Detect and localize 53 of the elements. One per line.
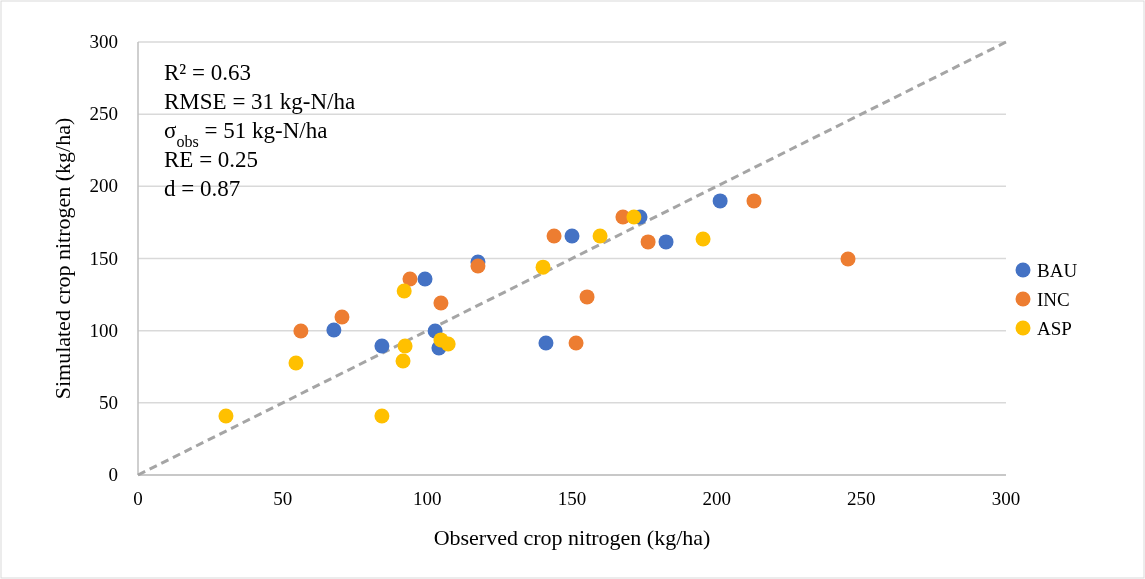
- point: [640, 234, 656, 250]
- point: [417, 271, 433, 287]
- point: [564, 228, 580, 244]
- x-tick-label: 0: [133, 488, 143, 509]
- point: [433, 295, 449, 311]
- point: [579, 289, 595, 305]
- x-tick-label: 200: [702, 488, 731, 509]
- point: [334, 309, 350, 325]
- legend-label: INC: [1037, 289, 1070, 310]
- point: [538, 335, 554, 351]
- point: [746, 193, 762, 209]
- point: [840, 251, 856, 267]
- annotation: RE = 0.25: [164, 147, 259, 172]
- y-tick-label: 300: [89, 31, 118, 52]
- annotation: σ$_{obs}$ = 51 kg-N/ha: [164, 118, 328, 150]
- legend-label: ASP: [1037, 318, 1072, 339]
- point: [535, 259, 551, 275]
- point: [326, 322, 342, 338]
- x-tick-label: 250: [847, 488, 876, 509]
- point: [695, 231, 711, 247]
- y-tick-label: 200: [89, 175, 118, 197]
- x-tick-label: 300: [991, 488, 1021, 509]
- point: [712, 193, 728, 209]
- y-tick-label: 100: [89, 319, 118, 341]
- point: [402, 271, 418, 287]
- annotation: RMSE = 31 kg-N/ha: [164, 89, 356, 114]
- point: [626, 209, 642, 225]
- point: [592, 228, 608, 244]
- y-tick-label: 250: [89, 103, 118, 125]
- point: [395, 353, 411, 369]
- point: [374, 408, 390, 424]
- annotation: d = 0.87: [164, 176, 241, 201]
- point: [218, 408, 234, 424]
- point: [568, 335, 584, 351]
- point: [293, 323, 309, 339]
- point: [470, 258, 486, 274]
- y-axis-title: Simulated crop nitrogen (kg/ha): [50, 117, 75, 400]
- point: [396, 283, 412, 299]
- x-tick-label: 150: [557, 488, 587, 509]
- point: [658, 234, 674, 250]
- y-tick-label: 50: [99, 391, 118, 413]
- x-tick-label: 50: [273, 488, 293, 509]
- x-axis-title: Observed crop nitrogen (kg/ha): [433, 525, 711, 550]
- point: [440, 336, 456, 352]
- point: [546, 228, 562, 244]
- y-tick-label: 150: [89, 247, 118, 269]
- point: [397, 338, 413, 354]
- point: [288, 355, 304, 371]
- legend-label: BAU: [1037, 260, 1078, 281]
- x-tick-label: 100: [413, 488, 442, 509]
- point: [374, 338, 390, 354]
- annotation: R² = 0.63: [164, 60, 251, 85]
- y-tick-label: 0: [108, 464, 118, 485]
